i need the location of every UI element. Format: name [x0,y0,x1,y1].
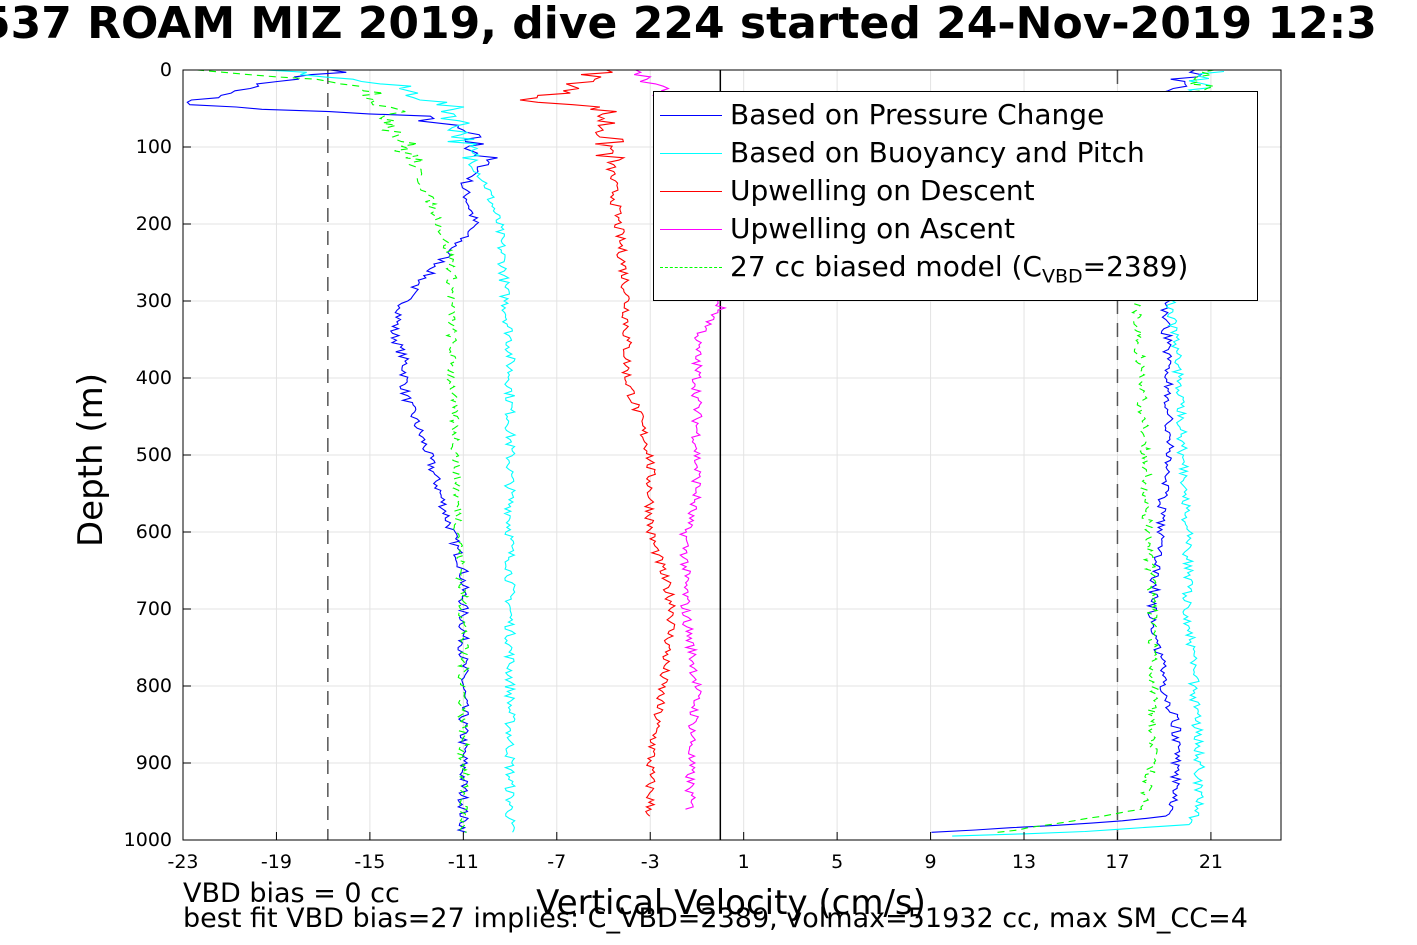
footer-best-fit: best fit VBD bias=27 implies: C_VBD=2389… [183,903,1248,934]
chart-title: 537 ROAM MIZ 2019, dive 224 started 24-N… [0,0,1377,49]
legend-line-buoyancy-pitch [660,153,722,154]
x-tick-label: 21 [1199,851,1223,873]
legend: Based on Pressure Change Based on Buoyan… [653,91,1258,301]
y-tick-label: 300 [136,290,172,312]
series-27-cc-biased-model-cvbd-2389-descent [197,69,471,833]
y-tick-label: 200 [136,213,172,235]
x-tick-label: 1 [738,851,750,873]
series-based-on-buoyancy-and-pitch-descent [265,69,517,833]
x-tick-label: -7 [547,851,566,873]
legend-line-biased-model [660,267,722,268]
legend-line-pressure-change [660,115,722,116]
legend-label-biased-model: 27 cc biased model (CVBD=2389) [730,250,1189,288]
x-tick-label: -15 [354,851,385,873]
legend-item-pressure-change: Based on Pressure Change [654,96,1257,134]
series-based-on-pressure-change-descent [186,69,498,833]
x-tick-label: 9 [925,851,937,873]
y-tick-label: 800 [136,675,172,697]
x-tick-label: -11 [448,851,479,873]
y-tick-label: 0 [160,59,172,81]
footer-vbd-bias: VBD bias = 0 cc [183,878,400,909]
x-tick-label: -3 [641,851,660,873]
legend-label-upwelling-ascent: Upwelling on Ascent [730,212,1016,245]
legend-item-biased-model: 27 cc biased model (CVBD=2389) [654,248,1257,288]
x-tick-label: 17 [1105,851,1129,873]
x-axis-label: Vertical Velocity (cm/s) [536,883,926,923]
legend-item-upwelling-descent: Upwelling on Descent [654,172,1257,210]
y-tick-label: 700 [136,598,172,620]
legend-item-upwelling-ascent: Upwelling on Ascent [654,210,1257,248]
legend-line-upwelling-ascent [660,229,722,230]
x-tick-label: -23 [167,851,198,873]
y-tick-label: 500 [136,444,172,466]
tick-labels-layer: -23 -19 -15 -11 -7 -3 1 5 9 13 17 21 0 100 200 300 400 50… [124,59,1223,873]
y-tick-label: 100 [136,136,172,158]
y-tick-label: 1000 [124,829,172,851]
y-axis-label: Depth (m) [71,372,111,548]
legend-label-buoyancy-pitch: Based on Buoyancy and Pitch [730,136,1145,169]
y-tick-label: 600 [136,521,172,543]
x-tick-label: -19 [261,851,292,873]
x-tick-label: 13 [1012,851,1036,873]
legend-line-upwelling-descent [660,191,722,192]
x-tick-label: 5 [831,851,843,873]
y-tick-label: 900 [136,752,172,774]
legend-label-upwelling-descent: Upwelling on Descent [730,174,1035,207]
legend-label-pressure-change: Based on Pressure Change [730,98,1105,131]
series-27-cc-biased-model-cvbd-2389-ascent [997,69,1215,833]
y-tick-label: 400 [136,367,172,389]
legend-item-buoyancy-pitch: Based on Buoyancy and Pitch [654,134,1257,172]
series-upwelling-on-descent-descent [519,69,677,817]
